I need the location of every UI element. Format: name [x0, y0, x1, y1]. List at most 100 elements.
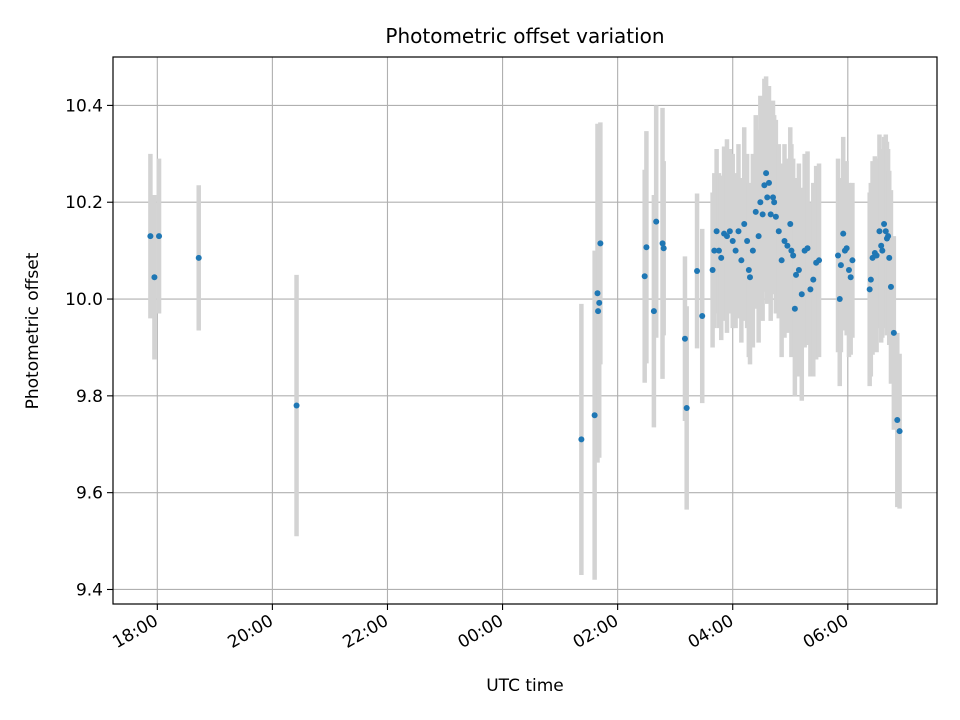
data-point: [715, 247, 722, 254]
data-point: [156, 233, 163, 240]
data-point: [849, 257, 856, 264]
data-point: [781, 237, 788, 244]
data-point: [755, 233, 762, 240]
data-point: [711, 247, 718, 254]
data-point: [578, 436, 585, 443]
data-point: [795, 266, 802, 273]
x-tick-label: 00:00: [455, 611, 507, 653]
data-point: [147, 233, 154, 240]
y-tick-label: 9.4: [76, 580, 103, 600]
data-point: [594, 290, 601, 297]
x-tick-label: 06:00: [800, 611, 852, 653]
data-point: [718, 254, 725, 261]
chart-title: Photometric offset variation: [385, 24, 664, 48]
data-point: [771, 199, 778, 206]
data-point: [816, 257, 823, 264]
x-axis-title: UTC time: [486, 676, 564, 696]
data-point: [757, 199, 764, 206]
data-point: [643, 244, 650, 251]
data-point: [660, 245, 667, 252]
data-point: [810, 276, 817, 283]
data-point: [596, 299, 603, 306]
data-point: [752, 208, 759, 215]
data-point: [882, 228, 889, 235]
data-point: [866, 286, 873, 293]
data-point: [885, 233, 892, 240]
y-tick-label: 10.0: [65, 290, 103, 310]
data-point: [867, 276, 874, 283]
data-point: [659, 240, 666, 247]
data-point: [840, 230, 847, 237]
data-point: [804, 245, 811, 252]
data-point: [767, 211, 774, 218]
x-tick-label: 04:00: [685, 611, 737, 653]
data-point: [793, 271, 800, 278]
plot-frame: [112, 56, 938, 605]
data-point: [732, 247, 739, 254]
data-point: [873, 252, 880, 259]
data-point: [772, 213, 779, 220]
y-tick-label: 10.2: [65, 193, 103, 213]
data-point: [293, 402, 300, 409]
data-point: [683, 404, 690, 411]
y-tick-label: 9.6: [76, 484, 103, 504]
data-point: [694, 267, 701, 274]
data-point: [837, 262, 844, 269]
data-point: [881, 221, 888, 228]
data-point: [847, 274, 854, 281]
data-point: [843, 245, 850, 252]
data-point: [729, 237, 736, 244]
data-point: [790, 252, 797, 259]
data-point: [845, 266, 852, 273]
x-tick-label: 22:00: [340, 611, 392, 653]
data-point: [595, 308, 602, 315]
data-point: [765, 179, 772, 186]
data-point: [735, 228, 742, 235]
y-tick-label: 9.8: [76, 387, 103, 407]
data-point: [738, 257, 745, 264]
data-point: [890, 329, 897, 336]
data-point: [764, 194, 771, 201]
y-tick-label: 10.4: [65, 96, 103, 116]
data-point: [749, 247, 756, 254]
x-axis-ticks: 18:00 20:00 22:00 00:00 02:00 04:00 06:00: [109, 604, 852, 653]
data-point: [650, 308, 657, 315]
data-point: [151, 274, 158, 281]
data-point: [836, 296, 843, 303]
data-point: [807, 286, 814, 293]
data-point: [835, 252, 842, 259]
data-points: [147, 170, 903, 443]
data-point: [778, 257, 785, 264]
data-point: [775, 228, 782, 235]
data-point: [886, 254, 893, 261]
data-point: [876, 228, 883, 235]
data-point: [195, 254, 202, 261]
data-point: [709, 266, 716, 273]
data-point: [713, 228, 720, 235]
data-point: [653, 218, 660, 225]
x-tick-label: 20:00: [224, 611, 276, 653]
data-point: [726, 228, 733, 235]
data-point: [878, 242, 885, 249]
y-axis-title: Photometric offset: [23, 252, 43, 409]
data-point: [745, 266, 752, 273]
data-point: [763, 170, 770, 177]
data-point: [787, 221, 794, 228]
data-point: [894, 417, 901, 424]
data-point: [746, 274, 753, 281]
data-point: [791, 305, 798, 312]
data-point: [788, 247, 795, 254]
data-point: [741, 221, 748, 228]
y-axis-ticks: 9.4 9.6 9.8 10.0 10.2 10.4: [65, 96, 113, 600]
data-point: [597, 240, 604, 247]
data-point: [887, 283, 894, 290]
errorbars: [148, 76, 902, 580]
x-tick-label: 02:00: [570, 611, 622, 653]
data-point: [641, 273, 648, 280]
data-point: [699, 312, 706, 319]
data-point: [770, 194, 777, 201]
x-tick-label: 18:00: [109, 611, 161, 653]
data-point: [681, 335, 688, 342]
data-point: [761, 182, 768, 189]
